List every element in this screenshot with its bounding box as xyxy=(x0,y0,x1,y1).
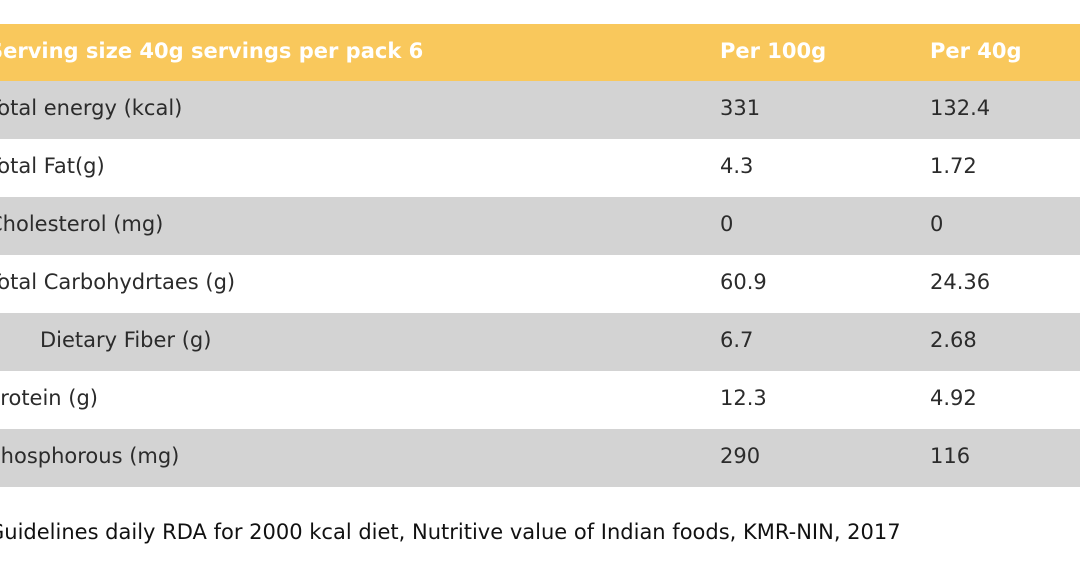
footnote: Guidelines daily RDA for 2000 kcal diet,… xyxy=(0,520,901,544)
table-cell: Phosphorous (mg) xyxy=(0,444,180,468)
table-cell: 60.9 xyxy=(720,270,767,294)
table-row: Phosphorous (mg) 290 116 xyxy=(0,429,1080,487)
table-cell: 12.3 xyxy=(720,386,767,410)
table-cell: Protein (g) xyxy=(0,386,99,410)
table-cell: 0 xyxy=(930,212,944,236)
table-row: Dietary Fiber (g) 6.7 2.68 xyxy=(0,313,1080,371)
table-cell: 4.92 xyxy=(930,386,977,410)
table-row: Cholesterol (mg) 0 0 xyxy=(0,197,1080,255)
table-row: Total Fat(g) 4.3 1.72 xyxy=(0,139,1080,197)
header-cell: Per 100g xyxy=(720,39,827,63)
table-cell: 2.68 xyxy=(930,328,977,352)
table-cell: 4.3 xyxy=(720,154,754,178)
header-row: Serving size 40g servings per pack 6 Per … xyxy=(0,24,1080,81)
table-cell: 24.36 xyxy=(930,270,991,294)
table-cell: 132.4 xyxy=(930,96,991,120)
table-row: Total energy (kcal) 331 132.4 xyxy=(0,81,1080,139)
table-cell: 290 xyxy=(720,444,761,468)
table-cell: Total Fat(g) xyxy=(0,154,105,178)
table-cell: Total energy (kcal) xyxy=(0,96,183,120)
table-cell: 331 xyxy=(720,96,761,120)
table-row: Total Carbohydrtaes (g) 60.9 24.36 xyxy=(0,255,1080,313)
table-cell: 1.72 xyxy=(930,154,977,178)
table-row: Protein (g) 12.3 4.92 xyxy=(0,371,1080,429)
table-cell: Total Carbohydrtaes (g) xyxy=(0,270,236,294)
table-cell: Cholesterol (mg) xyxy=(0,212,164,236)
header-cell: Serving size 40g servings per pack 6 xyxy=(0,39,424,63)
header-cell: Per 40g xyxy=(930,39,1022,63)
table-cell: 6.7 xyxy=(720,328,754,352)
table-cell: 116 xyxy=(930,444,971,468)
table-cell: Dietary Fiber (g) xyxy=(40,328,212,352)
table-cell: 0 xyxy=(720,212,734,236)
nutrition-table: Serving size 40g servings per pack 6 Per … xyxy=(0,24,1080,487)
